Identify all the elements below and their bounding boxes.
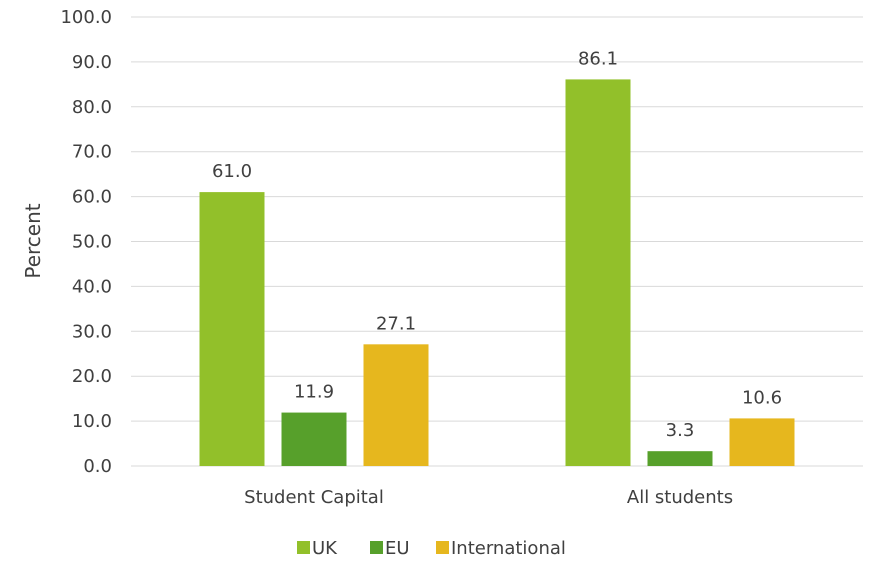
legend-item-international[interactable]: International <box>436 538 566 559</box>
y-tick-label: 50.0 <box>72 232 112 253</box>
bar-international-1[interactable] <box>730 418 795 466</box>
data-label: 11.9 <box>294 382 334 403</box>
y-tick-label: 90.0 <box>72 52 112 73</box>
y-axis-label: Percent <box>21 203 45 278</box>
bar-eu-0[interactable] <box>282 413 347 466</box>
legend-swatch <box>297 541 310 554</box>
legend-label: EU <box>385 538 410 559</box>
bar-uk-0[interactable] <box>200 192 265 466</box>
data-label: 86.1 <box>578 48 618 69</box>
y-tick-label: 100.0 <box>60 7 112 28</box>
data-label: 10.6 <box>742 387 782 408</box>
data-label: 61.0 <box>212 161 252 182</box>
legend-label: UK <box>312 538 338 559</box>
y-tick-label: 10.0 <box>72 411 112 432</box>
y-tick-label: 30.0 <box>72 321 112 342</box>
data-label: 3.3 <box>666 420 695 441</box>
legend-item-eu[interactable]: EU <box>370 538 410 559</box>
legend-item-uk[interactable]: UK <box>297 538 338 559</box>
legend-swatch <box>436 541 449 554</box>
y-tick-label: 70.0 <box>72 142 112 163</box>
bar-eu-1[interactable] <box>648 451 713 466</box>
x-category-label: All students <box>627 487 733 508</box>
y-tick-label: 20.0 <box>72 366 112 387</box>
legend-swatch <box>370 541 383 554</box>
legend-label: International <box>451 538 566 559</box>
bar-international-0[interactable] <box>364 344 429 466</box>
y-tick-label: 80.0 <box>72 97 112 118</box>
bar-uk-1[interactable] <box>566 79 631 466</box>
legend[interactable]: UK EU International <box>297 538 566 559</box>
y-tick-label: 60.0 <box>72 187 112 208</box>
data-labels: 61.0 11.9 27.1 86.1 3.3 10.6 <box>212 48 782 441</box>
y-tick-label: 0.0 <box>83 456 112 477</box>
bars <box>200 79 795 466</box>
x-category-label: Student Capital <box>244 487 384 508</box>
y-axis-ticks: 0.0 10.0 20.0 30.0 40.0 50.0 60.0 70.0 80.0 90.0 1… <box>60 7 112 477</box>
data-label: 27.1 <box>376 313 416 334</box>
x-axis-categories: Student Capital All students <box>244 487 733 508</box>
y-tick-label: 40.0 <box>72 276 112 297</box>
